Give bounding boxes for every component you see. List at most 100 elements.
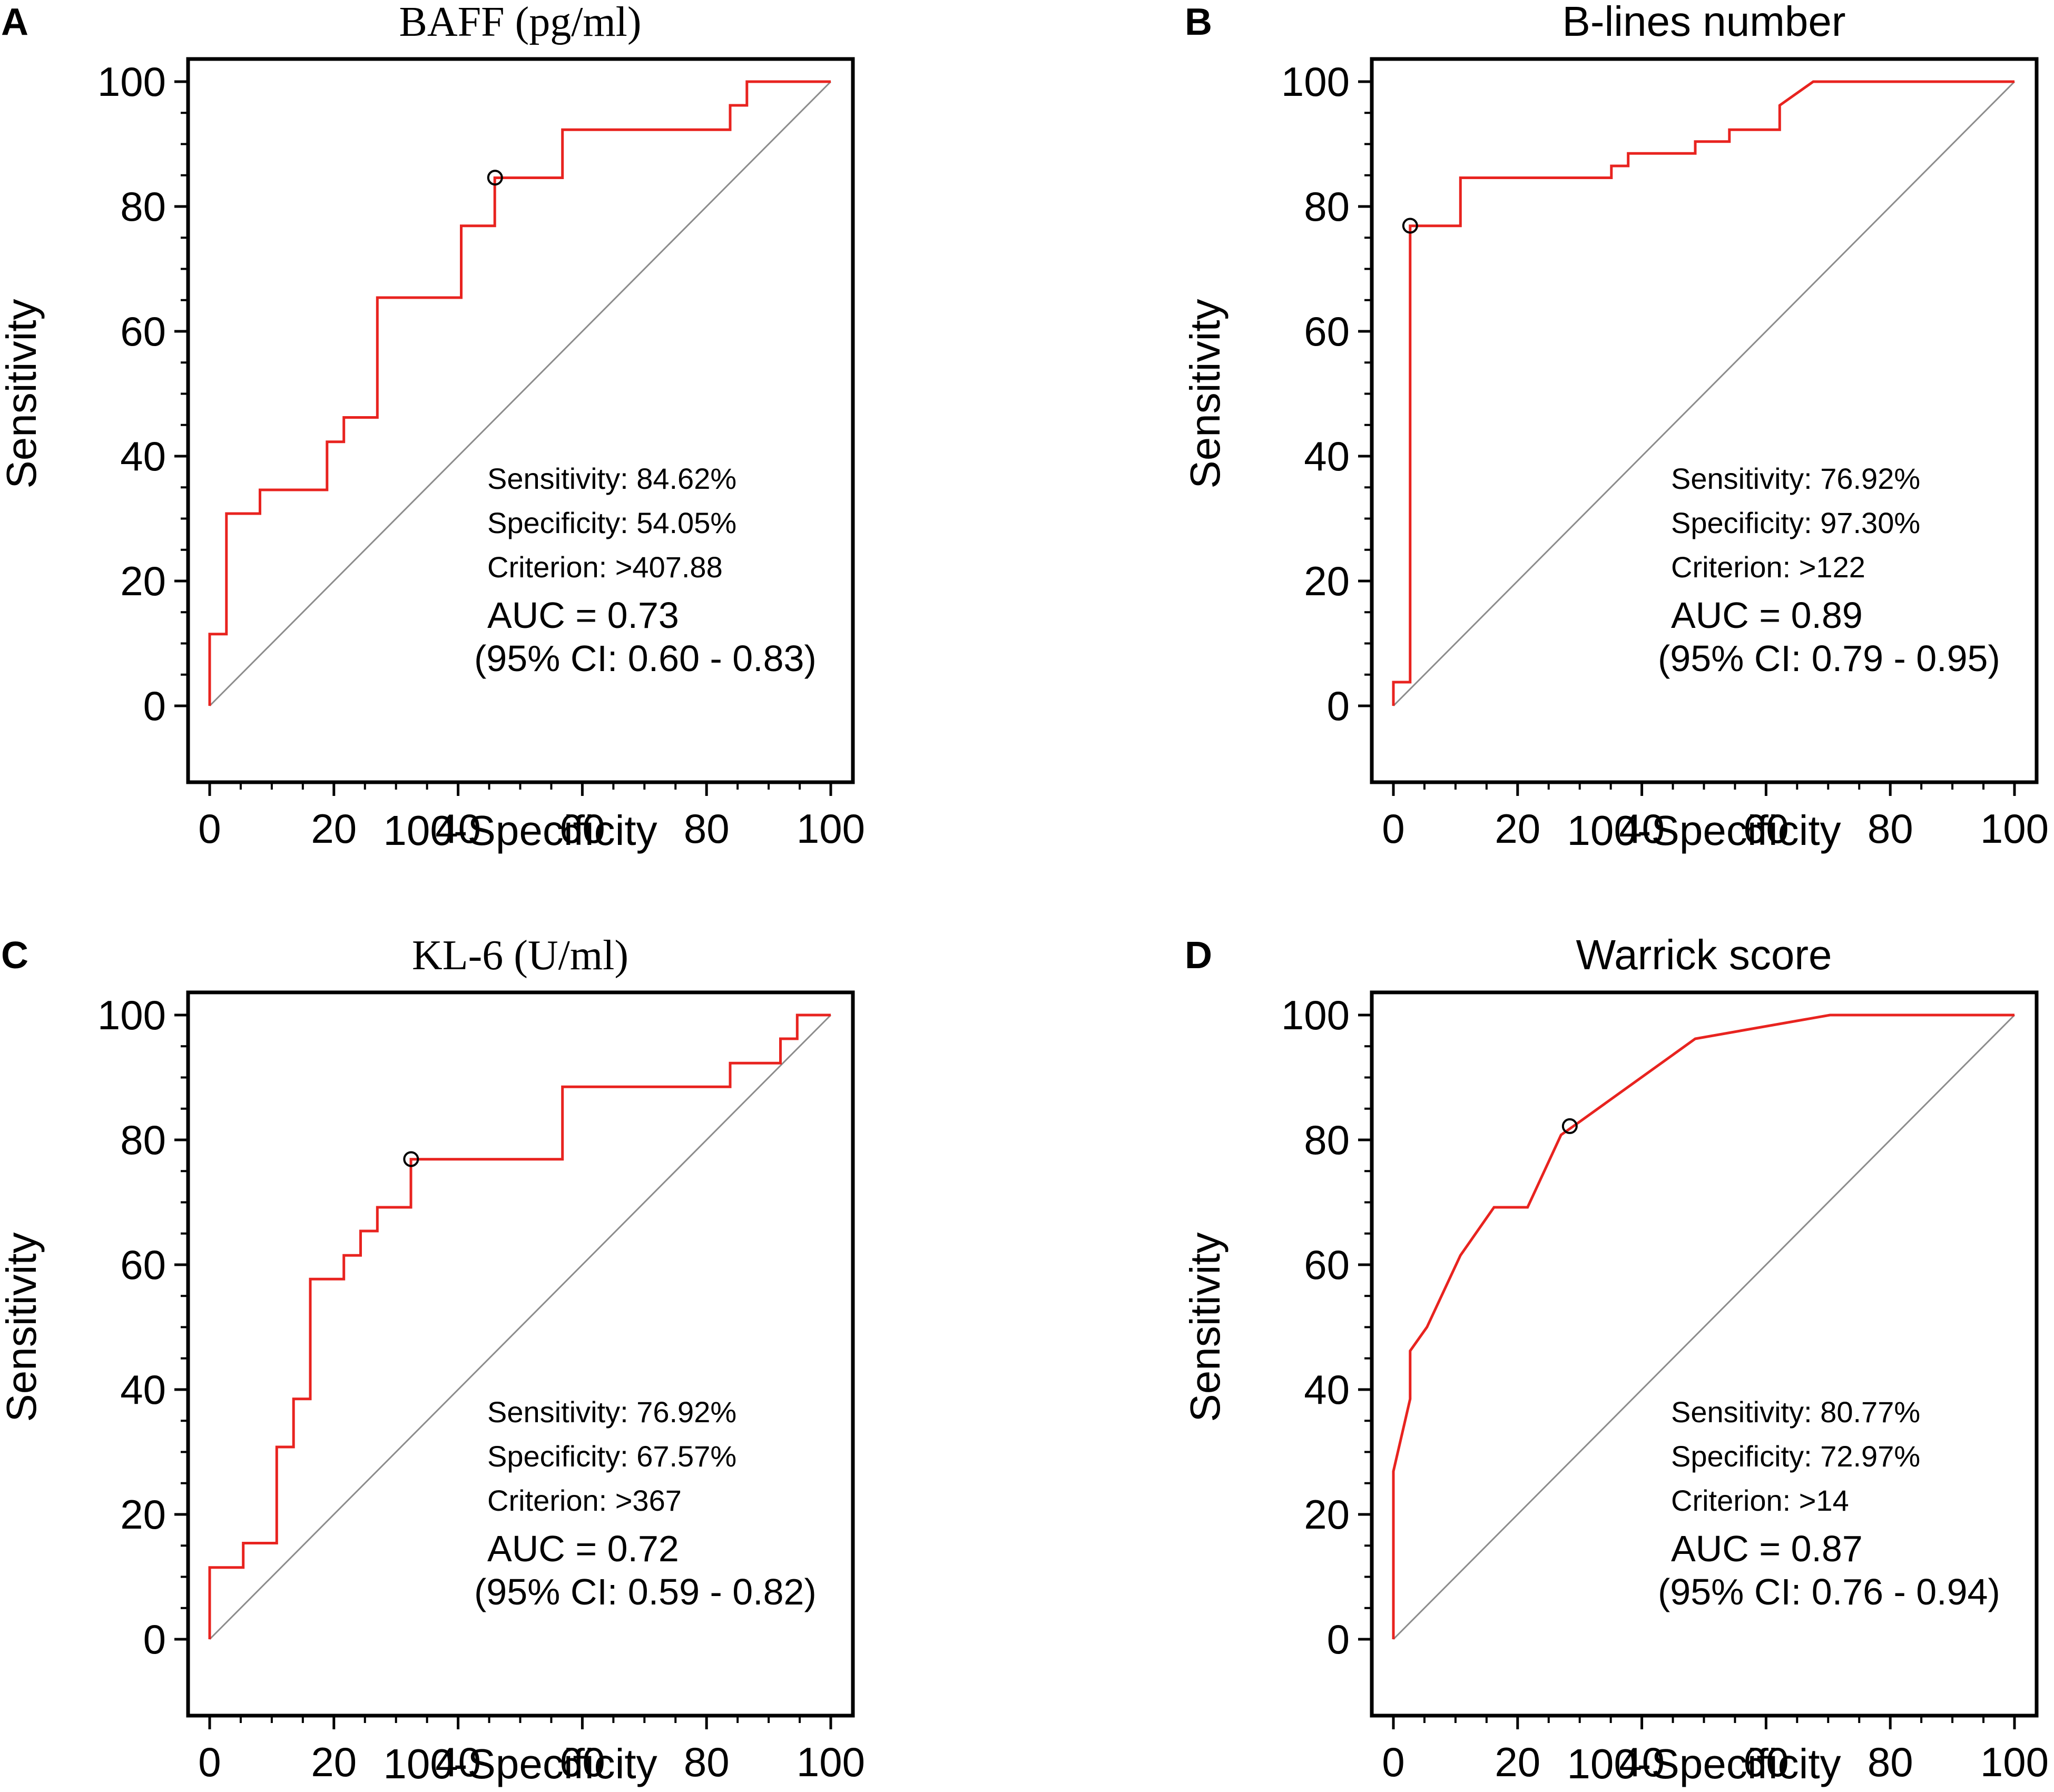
panel-letter: B xyxy=(1185,1,1212,43)
criterion-annotation: Criterion: >14 xyxy=(1671,1484,1849,1517)
panel-letter: C xyxy=(1,934,28,977)
reference-diagonal xyxy=(209,81,832,707)
roc-curve xyxy=(1392,1013,2014,1639)
x-tick-label: 80 xyxy=(1868,805,1913,852)
criterion-annotation: Criterion: >367 xyxy=(487,1484,682,1517)
x-axis-label: 100-Specificity xyxy=(1567,807,1841,854)
cutoff-marker xyxy=(403,1151,419,1167)
x-tick-label: 0 xyxy=(198,1739,221,1785)
x-tick-label: 20 xyxy=(311,805,357,852)
ci-annotation: (95% CI: 0.76 - 0.94) xyxy=(1658,1571,2000,1612)
y-tick-label: 20 xyxy=(1304,558,1350,604)
cutoff-marker xyxy=(1561,1118,1578,1134)
y-axis-label: Sensitivity xyxy=(0,1232,45,1422)
x-tick-label: 20 xyxy=(1495,1739,1540,1785)
cutoff-marker xyxy=(487,170,503,186)
y-axis-label: Sensitivity xyxy=(0,299,45,488)
y-tick-label: 20 xyxy=(120,558,166,604)
sensitivity-annotation: Sensitivity: 76.92% xyxy=(1671,462,1920,495)
x-tick-label: 80 xyxy=(684,805,730,852)
x-axis-label: 100-Specificity xyxy=(1567,1740,1841,1787)
x-tick-label: 100 xyxy=(1980,805,2049,852)
specificity-annotation: Specificity: 97.30% xyxy=(1671,506,1920,539)
y-tick-label: 20 xyxy=(120,1491,166,1538)
ci-annotation: (95% CI: 0.79 - 0.95) xyxy=(1658,638,2000,679)
y-tick-label: 80 xyxy=(1304,183,1350,230)
y-tick-label: 40 xyxy=(1304,433,1350,479)
x-tick-label: 60 xyxy=(559,1739,605,1785)
y-tick-label: 80 xyxy=(120,1117,166,1163)
panel-d: D Warrick score 0 20 40 60 80 100 0 20 40 60 80 100 10… xyxy=(1182,931,2049,1787)
specificity-annotation: Specificity: 67.57% xyxy=(487,1440,736,1473)
x-tick-label: 40 xyxy=(1619,1739,1665,1785)
y-tick-label: 0 xyxy=(1327,683,1350,729)
chart-title: Warrick score xyxy=(1576,931,1832,978)
auc-annotation: AUC = 0.87 xyxy=(1671,1528,1863,1569)
chart-title: B-lines number xyxy=(1562,0,1845,45)
y-tick-label: 60 xyxy=(1304,308,1350,355)
y-axis-label: Sensitivity xyxy=(1182,299,1229,488)
criterion-annotation: Criterion: >122 xyxy=(1671,550,1865,584)
panel-a: A BAFF (pg/ml) 0 20 40 60 80 100 0 20 40 60 80 100 100… xyxy=(0,0,865,854)
x-tick-label: 0 xyxy=(1382,805,1404,852)
x-tick-label: 100 xyxy=(1980,1739,2049,1785)
panel-c: C KL-6 (U/ml) 0 20 40 60 80 100 0 20 40 60 80 100 100-… xyxy=(0,932,865,1787)
y-tick-label: 0 xyxy=(1327,1616,1350,1662)
y-tick-label: 80 xyxy=(1304,1117,1350,1163)
reference-diagonal xyxy=(1392,81,2016,707)
y-tick-label: 40 xyxy=(1304,1366,1350,1413)
criterion-annotation: Criterion: >407.88 xyxy=(487,550,723,584)
y-axis-label: Sensitivity xyxy=(1182,1232,1229,1422)
x-tick-label: 60 xyxy=(559,805,605,852)
auc-annotation: AUC = 0.89 xyxy=(1671,595,1863,636)
ci-annotation: (95% CI: 0.59 - 0.82) xyxy=(474,1571,817,1612)
y-tick-label: 80 xyxy=(120,183,166,230)
x-tick-label: 20 xyxy=(311,1739,357,1785)
roc-curve xyxy=(208,80,831,706)
y-tick-label: 20 xyxy=(1304,1491,1350,1538)
y-tick-label: 60 xyxy=(120,1242,166,1288)
reference-diagonal xyxy=(1392,1014,2016,1640)
panel-letter: D xyxy=(1185,934,1212,977)
y-tick-label: 100 xyxy=(1281,992,1350,1038)
chart-title: KL-6 (U/ml) xyxy=(412,932,628,979)
y-tick-label: 100 xyxy=(97,992,166,1038)
x-tick-label: 20 xyxy=(1495,805,1540,852)
x-axis-label: 100-Specificity xyxy=(383,807,657,854)
auc-annotation: AUC = 0.73 xyxy=(487,595,679,636)
x-tick-label: 80 xyxy=(1868,1739,1913,1785)
specificity-annotation: Specificity: 72.97% xyxy=(1671,1440,1920,1473)
x-tick-label: 0 xyxy=(198,805,221,852)
x-tick-label: 40 xyxy=(435,1739,481,1785)
y-tick-label: 100 xyxy=(97,58,166,105)
sensitivity-annotation: Sensitivity: 84.62% xyxy=(487,462,736,495)
y-tick-label: 100 xyxy=(1281,58,1350,105)
y-tick-label: 0 xyxy=(143,683,166,729)
x-tick-label: 40 xyxy=(1619,805,1665,852)
y-tick-label: 60 xyxy=(1304,1242,1350,1288)
auc-annotation: AUC = 0.72 xyxy=(487,1528,679,1569)
specificity-annotation: Specificity: 54.05% xyxy=(487,506,736,539)
y-tick-label: 40 xyxy=(120,433,166,479)
chart-title: BAFF (pg/ml) xyxy=(399,0,641,45)
x-tick-label: 40 xyxy=(435,805,481,852)
reference-diagonal xyxy=(209,1014,832,1640)
ci-annotation: (95% CI: 0.60 - 0.83) xyxy=(474,638,817,679)
y-tick-label: 0 xyxy=(143,1616,166,1662)
x-tick-label: 80 xyxy=(684,1739,730,1785)
y-tick-label: 40 xyxy=(120,1366,166,1413)
panel-letter: A xyxy=(1,1,28,43)
roc-curve xyxy=(208,1013,831,1639)
x-tick-label: 100 xyxy=(797,805,865,852)
sensitivity-annotation: Sensitivity: 76.92% xyxy=(487,1395,736,1429)
x-axis-label: 100-Specificity xyxy=(383,1740,657,1787)
panel-b: B B-lines number 0 20 40 60 80 100 0 20 40 60 80 100 1… xyxy=(1182,0,2049,854)
x-tick-label: 60 xyxy=(1743,1739,1789,1785)
roc-curve xyxy=(1392,80,2014,706)
x-tick-label: 0 xyxy=(1382,1739,1404,1785)
x-tick-label: 100 xyxy=(797,1739,865,1785)
cutoff-marker xyxy=(1402,218,1418,234)
y-tick-label: 60 xyxy=(120,308,166,355)
x-tick-label: 60 xyxy=(1743,805,1789,852)
